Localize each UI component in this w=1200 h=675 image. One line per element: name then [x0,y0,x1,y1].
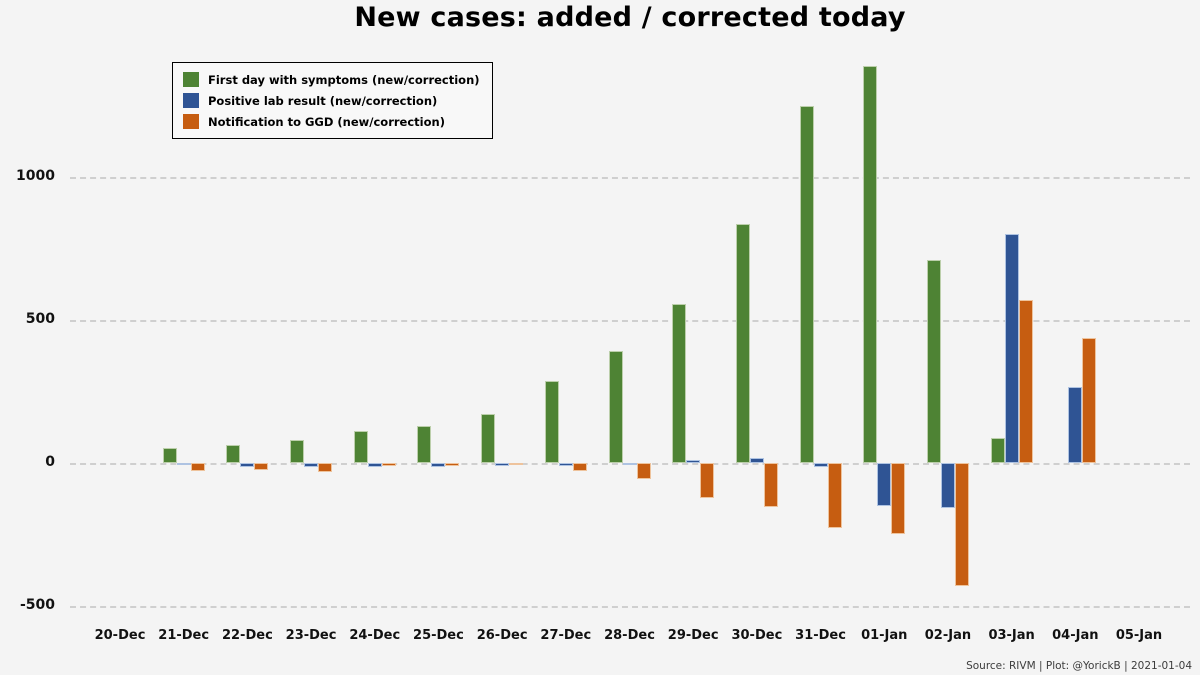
footer-credit: Source: RIVM | Plot: @YorickB | 2021-01-… [966,660,1192,672]
bar-first-21-Dec [162,448,177,463]
bar-first-31-Dec [799,106,814,463]
x-tick-label: 04-Jan [1052,628,1099,643]
bar-first-26-Dec [481,414,496,463]
x-tick-label: 02-Jan [924,628,972,643]
legend-item: Notification to GGD (new/correction) [183,114,480,129]
bar-notification-26-Dec [509,462,524,465]
bar-first-25-Dec [417,426,432,463]
bar-first-29-Dec [672,303,687,463]
bar-first-28-Dec [608,351,623,463]
bar-positive-30-Dec [749,458,764,463]
y-tick-label: 1000 [16,167,55,184]
bar-positive-03-Jan [1004,233,1019,463]
bar-notification-21-Dec [190,462,205,472]
x-tick-label: 28-Dec [604,628,655,643]
y-tick-label: -500 [19,596,55,613]
legend-swatch-icon [183,114,199,129]
bar-notification-02-Jan [954,462,969,586]
bar-first-22-Dec [226,445,241,463]
legend-swatch-icon [183,72,199,87]
bar-first-24-Dec [353,430,368,463]
bar-first-30-Dec [735,224,750,463]
legend-item: Positive lab result (new/correction) [183,93,480,108]
x-tick-label: 30-Dec [731,628,783,643]
bar-positive-26-Dec [495,462,510,466]
bar-notification-25-Dec [445,462,460,466]
bar-positive-25-Dec [431,462,446,467]
x-tick-label: 05-Jan [1115,628,1163,643]
plot-area: -500 0 500 1000 20-Dec 21-Dec 22-Dec 23-Dec 24-D… [16,55,1190,643]
legend-label: Notification to GGD (new/correction) [208,114,445,129]
bar-positive-27-Dec [558,462,573,466]
bar-first-03-Jan [990,438,1005,463]
bar-positive-21-Dec [176,462,191,465]
bar-positive-28-Dec [622,462,637,465]
x-tick-label: 01-Jan [861,628,908,643]
bar-notification-30-Dec [763,462,778,507]
legend-label: Positive lab result (new/correction) [208,93,438,108]
legend-item: First day with symptoms (new/correction) [183,72,480,87]
x-tick-label: 31-Dec [795,628,846,643]
bar-first-27-Dec [544,380,559,463]
bar-notification-03-Jan [1018,299,1033,463]
bar-first-01-Jan [863,66,878,463]
bar-notification-27-Dec [572,462,587,472]
bar-positive-01-Jan [877,462,892,506]
bar-positive-22-Dec [240,462,255,467]
bar-notification-28-Dec [636,462,651,479]
bar-positive-04-Jan [1068,386,1083,463]
bar-positive-02-Jan [940,462,955,509]
bar-notification-01-Jan [891,462,906,535]
y-tick-label: 500 [25,310,55,327]
x-tick-label: 26-Dec [476,628,528,643]
bar-notification-23-Dec [318,462,333,473]
x-tick-label: 25-Dec [413,628,464,643]
bar-notification-22-Dec [254,462,269,470]
chart-title: New cases: added / corrected today [354,2,906,33]
legend: First day with symptoms (new/correction)… [172,62,493,139]
y-tick-label: 0 [45,453,55,470]
bar-positive-24-Dec [367,462,382,467]
bar-positive-31-Dec [813,462,828,467]
bar-notification-29-Dec [700,462,715,499]
bar-positive-23-Dec [304,462,319,467]
legend-label: First day with symptoms (new/correction) [208,72,480,87]
bar-first-02-Jan [926,260,941,463]
x-tick-label: 21-Dec [158,628,210,643]
x-tick-label: 23-Dec [285,628,337,643]
gridline [70,176,1190,179]
x-tick-label: 20-Dec [94,628,146,643]
x-tick-label: 24-Dec [349,628,401,643]
legend-swatch-icon [183,93,199,108]
x-tick-label: 27-Dec [540,628,592,643]
bar-notification-31-Dec [827,462,842,528]
bar-notification-24-Dec [381,462,396,466]
bar-first-23-Dec [290,440,305,463]
gridline [70,605,1190,608]
gridline [70,319,1190,322]
x-tick-label: 22-Dec [221,628,273,643]
bar-notification-04-Jan [1082,338,1097,463]
bar-positive-29-Dec [686,459,701,463]
x-tick-label: 29-Dec [667,628,719,643]
x-tick-label: 03-Jan [988,628,1035,643]
